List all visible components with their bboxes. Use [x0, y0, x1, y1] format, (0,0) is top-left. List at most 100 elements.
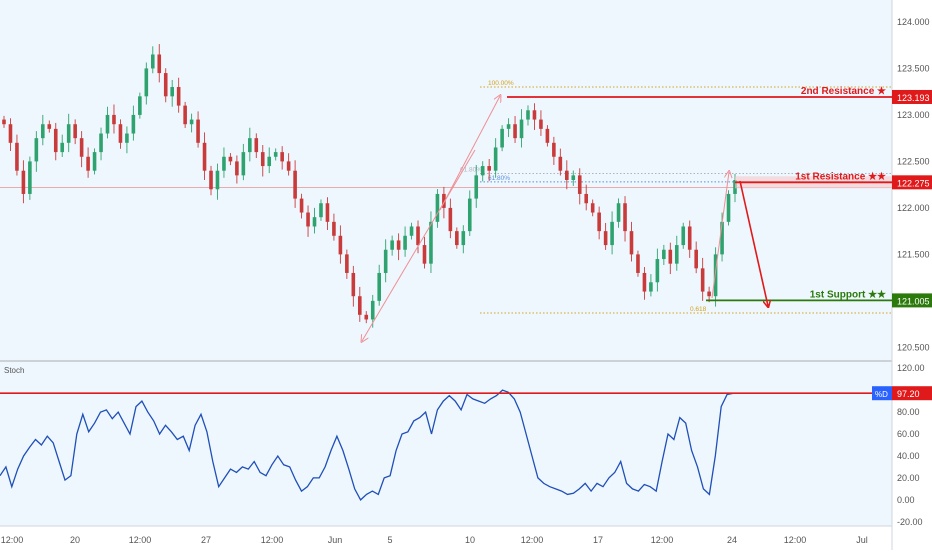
candle-body	[189, 119, 194, 125]
candle-body	[202, 142, 207, 171]
candle-body	[125, 133, 129, 143]
candle-body	[325, 203, 330, 222]
candle-body	[163, 73, 168, 97]
price-tick-label: 123.500	[897, 63, 930, 73]
time-tick-label: 5	[387, 535, 392, 545]
candle-body	[474, 175, 479, 199]
candle-body	[500, 128, 504, 148]
stoch-tick-label: 0.00	[897, 495, 915, 505]
stoch-value-tag	[892, 386, 932, 401]
candle-body	[118, 124, 123, 143]
candle-body	[390, 240, 394, 250]
candle-body	[545, 128, 550, 143]
stoch-tick-label: 60.00	[897, 429, 920, 439]
stoch-tick-label: -20.00	[897, 517, 923, 527]
candle-body	[590, 203, 595, 213]
time-tick-label: 27	[201, 535, 211, 545]
level-name: 1st Support ★★	[810, 289, 886, 300]
candle-body	[338, 235, 343, 255]
candle-body	[603, 231, 608, 246]
candle-body	[681, 226, 686, 246]
time-tick-label: 10	[465, 535, 475, 545]
candle-body	[662, 249, 666, 260]
candle-body	[487, 166, 491, 171]
candle-body	[687, 226, 692, 250]
candle-body	[235, 161, 239, 176]
candle-body	[209, 170, 213, 190]
candle-body	[105, 114, 110, 134]
candle-body	[351, 272, 356, 297]
candle-body	[539, 119, 543, 129]
time-tick-label: 17	[593, 535, 603, 545]
time-tick-label: 12:00	[129, 535, 152, 545]
candle-body	[493, 147, 498, 171]
candle-body	[616, 203, 621, 222]
fib-label: 100.00%	[488, 80, 514, 87]
candle-body	[674, 245, 679, 264]
candle-body	[73, 124, 77, 139]
candle-body	[248, 138, 252, 153]
candle-body	[506, 124, 511, 129]
time-tick-label: 12:00	[521, 535, 544, 545]
time-tick-label: 12:00	[261, 535, 284, 545]
candle-body	[694, 249, 698, 269]
candle-body	[196, 119, 200, 143]
candle-body	[720, 221, 724, 255]
candle-body	[228, 156, 233, 162]
level-price-tag	[892, 89, 932, 104]
candle-body	[280, 152, 284, 162]
candle-body	[21, 170, 26, 194]
level-price-label: 122.275	[897, 178, 930, 188]
candle-body	[403, 235, 407, 250]
candle-body	[597, 212, 601, 232]
candle-body	[267, 156, 272, 167]
candle-body	[364, 314, 369, 320]
candle-body	[86, 156, 90, 171]
candle-body	[170, 87, 174, 97]
candle-body	[383, 249, 388, 273]
candle-body	[396, 240, 401, 250]
time-tick-label: 12:00	[784, 535, 807, 545]
stoch-value-label: 97.20	[897, 389, 920, 399]
candle-body	[429, 221, 433, 264]
candle-body	[649, 282, 653, 292]
fib-label: 61.80%	[460, 166, 482, 173]
candle-body	[357, 296, 362, 315]
candle-body	[138, 96, 142, 115]
candle-body	[299, 198, 304, 213]
level-price-tag	[892, 175, 932, 190]
stoch-pane[interactable]	[0, 362, 892, 526]
stoch-tick-label: 20.00	[897, 473, 920, 483]
candle-body	[345, 254, 349, 273]
candle-body	[610, 221, 614, 246]
level-name: 2nd Resistance ★	[801, 86, 886, 97]
candle-body	[293, 170, 297, 199]
candle-body	[144, 68, 149, 97]
price-tick-label: 124.000	[897, 17, 930, 27]
level-name: 1st Resistance ★★	[795, 171, 886, 182]
candle-body	[416, 226, 420, 246]
candle-body	[99, 133, 103, 153]
candle-body	[435, 193, 440, 222]
candle-body	[642, 272, 647, 292]
candle-body	[577, 175, 582, 194]
candle-body	[461, 231, 466, 246]
candle-body	[8, 124, 13, 143]
candle-body	[442, 193, 446, 208]
candle-body	[286, 161, 291, 171]
candle-body	[467, 198, 472, 232]
candle-body	[53, 128, 58, 153]
candle-body	[726, 193, 731, 222]
candle-body	[176, 87, 181, 106]
candle-body	[222, 156, 226, 171]
candle-body	[409, 226, 414, 236]
candle-body	[183, 105, 187, 125]
candle-body	[2, 119, 6, 125]
candle-body	[157, 54, 162, 74]
candle-body	[370, 300, 375, 320]
candle-body	[623, 203, 627, 232]
candle-body	[448, 207, 453, 232]
time-tick-label: Jun	[328, 535, 343, 545]
